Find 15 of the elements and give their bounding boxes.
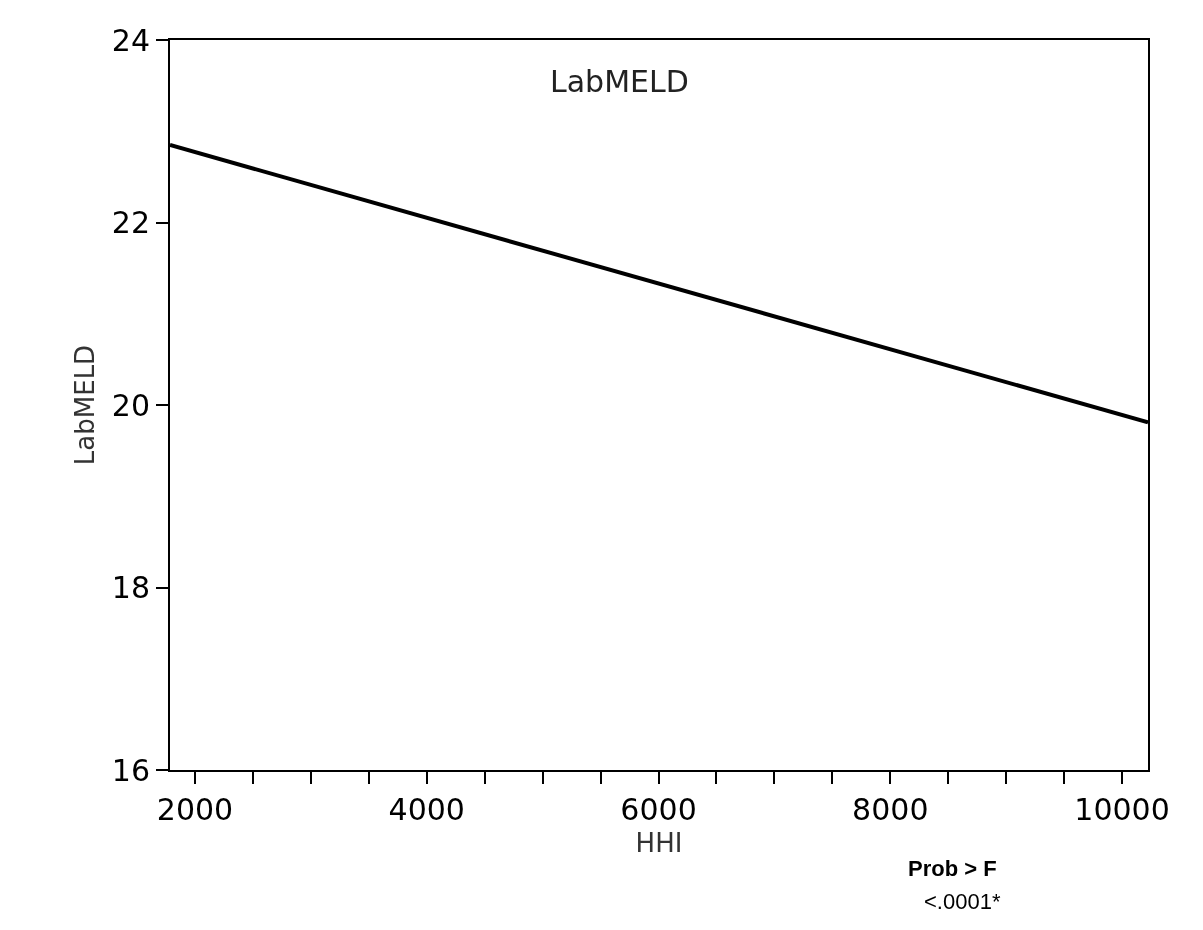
x-tick-label: 8000: [852, 792, 929, 827]
x-tick-label: 2000: [156, 792, 234, 827]
y-tick-label: 24: [111, 22, 150, 58]
text: Prob > F: [908, 856, 997, 881]
x-axis-title: HHI: [635, 828, 683, 859]
y-axis-title: LabMELD: [69, 344, 100, 466]
y-tick-label: 20: [111, 387, 150, 423]
y-tick-label: 16: [111, 752, 150, 788]
y-tick-label: 22: [111, 205, 150, 240]
text: <.0001*: [924, 889, 1001, 914]
x-tick-label: 6000: [620, 792, 697, 827]
y-tick-label: 18: [111, 570, 150, 605]
x-tick-label: 4000: [388, 792, 465, 827]
x-tick-label: 10000: [1074, 792, 1170, 827]
text: LabMELD: [550, 64, 689, 99]
